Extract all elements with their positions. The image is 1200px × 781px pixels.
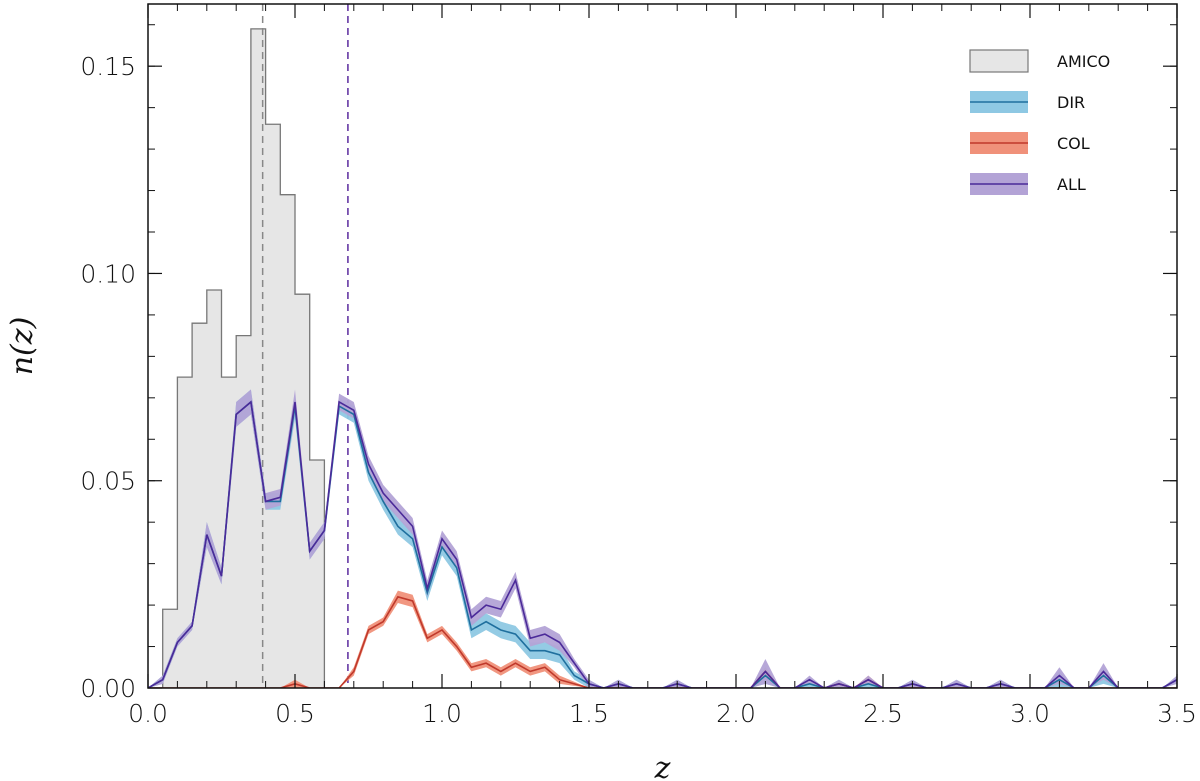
x-tick-label: 1.0 (422, 699, 462, 728)
x-tick-label: 3.0 (1010, 699, 1050, 728)
x-tick-label: 1.5 (569, 699, 609, 728)
y-tick-label: 0.10 (80, 259, 136, 288)
legend: AMICO DIR COL ALL (969, 49, 1110, 195)
x-tick-label: 0.5 (275, 699, 315, 728)
y-axis-label: n(z) (5, 317, 40, 376)
legend-label-amico: AMICO (1057, 52, 1110, 71)
legend-label-col: COL (1057, 134, 1090, 153)
legend-label-dir: DIR (1057, 93, 1085, 112)
y-tick-label: 0.15 (80, 52, 136, 81)
plot-area (148, 4, 1177, 688)
axes: 0.0 0.5 1.0 1.5 2.0 2.5 3.0 3.5 0.00 0.05 0.10 0.15 (80, 3, 1197, 728)
y-tick-label: 0.05 (80, 467, 136, 496)
legend-swatch-amico (969, 49, 1029, 73)
legend-label-all: ALL (1057, 175, 1086, 194)
x-tick-label: 2.0 (716, 699, 756, 728)
all-line (148, 400, 1177, 688)
x-tick-label: 3.5 (1157, 699, 1197, 728)
x-tick-label: 2.5 (863, 699, 903, 728)
x-tick-label: 0.0 (128, 699, 168, 728)
plot-content (148, 4, 1177, 688)
plot-frame (147, 3, 1178, 689)
y-tick-label: 0.00 (80, 674, 136, 703)
amico-histogram (162, 28, 340, 688)
x-axis-label: z (654, 751, 671, 781)
